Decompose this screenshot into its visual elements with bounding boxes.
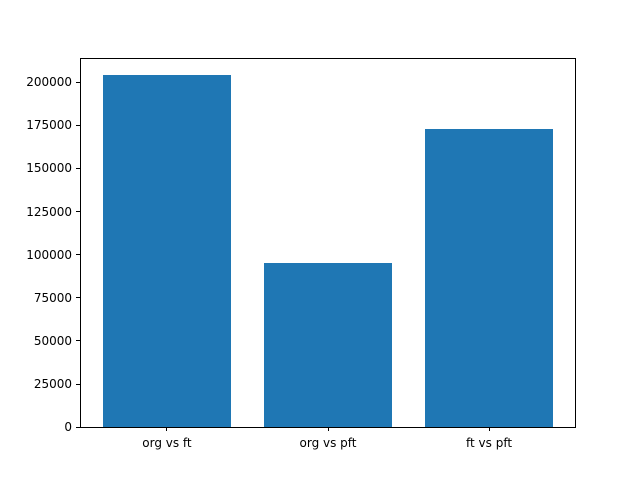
- y-tick-label: 0: [64, 420, 72, 435]
- bar-org-vs-pft: [263, 263, 393, 428]
- x-tick-mark: [488, 427, 490, 432]
- y-tick-label: 75000: [33, 290, 72, 305]
- y-tick-label: 150000: [26, 161, 72, 176]
- y-tick-label: 125000: [26, 204, 72, 219]
- y-tick-mark: [76, 81, 80, 83]
- x-tick-label: org vs ft: [142, 436, 192, 451]
- y-tick-label: 25000: [33, 377, 72, 392]
- y-tick-label: 50000: [33, 333, 72, 348]
- y-tick-mark: [76, 426, 80, 428]
- y-tick-label: 100000: [26, 247, 72, 262]
- x-tick-mark: [166, 427, 168, 432]
- y-tick-mark: [76, 254, 80, 256]
- bar-org-vs-ft: [102, 75, 232, 428]
- bar-ft-vs-pft: [424, 129, 554, 428]
- y-tick-mark: [76, 340, 80, 342]
- y-tick-mark: [76, 167, 80, 169]
- x-tick-label: ft vs pft: [466, 436, 513, 451]
- y-tick-mark: [76, 124, 80, 126]
- y-tick-label: 175000: [26, 118, 72, 133]
- y-tick-mark: [76, 383, 80, 385]
- y-tick-label: 200000: [26, 75, 72, 90]
- x-tick-mark: [327, 427, 329, 432]
- x-tick-label: org vs pft: [299, 436, 357, 451]
- y-tick-mark: [76, 297, 80, 299]
- y-tick-mark: [76, 211, 80, 212]
